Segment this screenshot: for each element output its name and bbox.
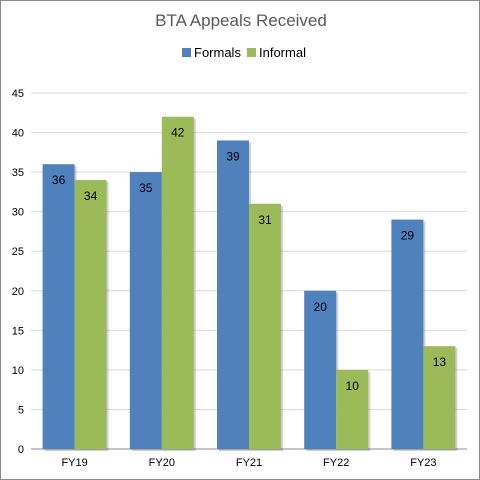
bar-informal-fy19 <box>74 180 107 449</box>
data-label: 13 <box>433 355 447 369</box>
bar-informal-fy21 <box>249 203 281 449</box>
bar-informal-fy23 <box>423 346 456 449</box>
data-label: 39 <box>226 149 240 163</box>
data-label: 31 <box>258 213 272 227</box>
legend-label-formals: Formals <box>194 45 241 60</box>
y-tick-label: 45 <box>12 88 24 100</box>
y-tick-label: 5 <box>18 404 24 416</box>
data-label: 34 <box>84 189 98 203</box>
y-tick-label: 15 <box>12 325 24 337</box>
y-tick-label: 0 <box>18 444 24 456</box>
bar-informal-fy22 <box>336 369 369 449</box>
legend-label-informal: Informal <box>259 45 306 60</box>
legend: Formals Informal <box>182 45 306 60</box>
data-label: 10 <box>346 379 360 393</box>
y-tick-label: 30 <box>12 207 24 219</box>
y-tick-label: 40 <box>12 128 24 140</box>
data-label: 36 <box>52 173 66 187</box>
legend-swatch-informal <box>247 48 256 57</box>
y-axis-ticks: 0 5 10 15 20 25 30 35 40 45 <box>12 88 24 456</box>
x-category-label: FY22 <box>323 457 349 469</box>
bar-formals-fy19 <box>42 164 75 449</box>
data-label: 20 <box>314 300 328 314</box>
y-tick-label: 10 <box>12 365 24 377</box>
data-label: 42 <box>171 126 185 140</box>
x-category-label: FY23 <box>410 457 436 469</box>
x-axis-categories: FY19 FY20 FY21 FY22 FY23 <box>61 457 436 469</box>
y-tick-label: 35 <box>12 167 24 179</box>
y-tick-label: 20 <box>12 286 24 298</box>
bars <box>42 116 458 451</box>
legend-swatch-formals <box>182 48 191 57</box>
y-tick-label: 25 <box>12 246 24 258</box>
x-category-label: FY21 <box>236 457 262 469</box>
x-category-label: FY19 <box>61 457 87 469</box>
bar-formals-fy20 <box>129 172 162 449</box>
data-label: 35 <box>139 181 153 195</box>
data-labels: 36 34 35 42 39 31 20 10 29 13 <box>52 126 446 393</box>
bar-informal-fy20 <box>161 116 194 449</box>
chart-title: BTA Appeals Received <box>155 11 327 30</box>
bar-formals-fy21 <box>217 140 249 449</box>
data-label: 29 <box>401 229 415 243</box>
bar-formals-fy22 <box>304 290 337 449</box>
x-category-label: FY20 <box>149 457 175 469</box>
bar-formals-fy23 <box>391 219 424 449</box>
